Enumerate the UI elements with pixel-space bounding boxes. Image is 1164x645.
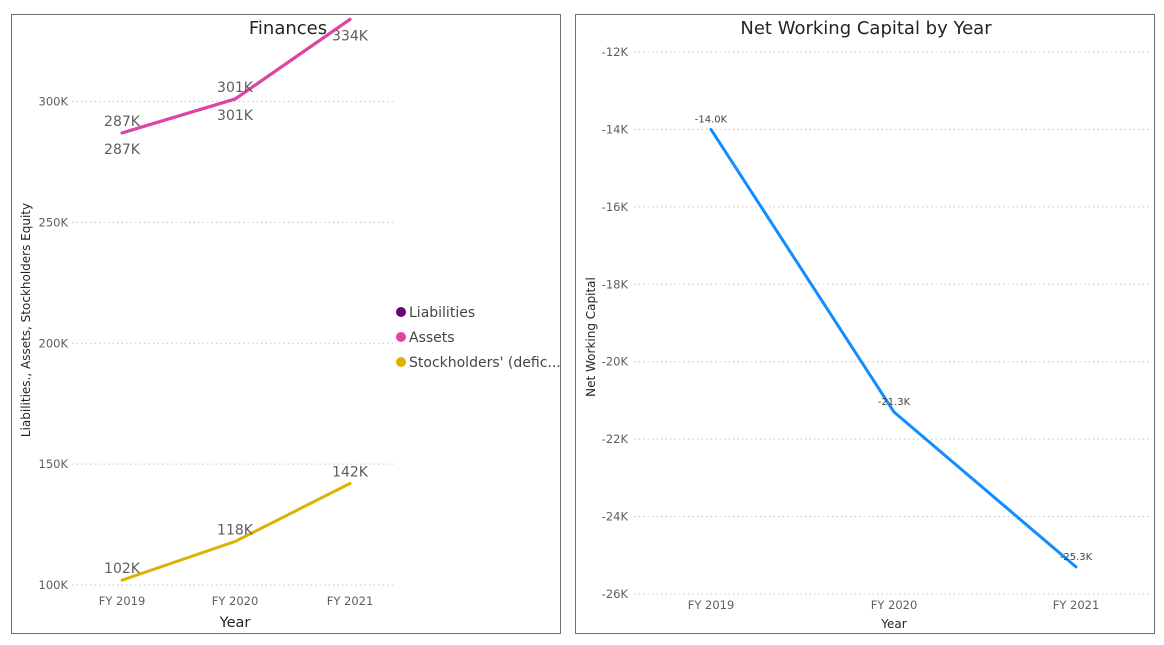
finances-series-line-1[interactable] [120, 17, 352, 135]
nwc-x-axis-title: Year [880, 617, 906, 631]
nwc-x-tick-label: FY 2021 [1053, 598, 1100, 612]
nwc-data-label: -21.3K [878, 397, 911, 408]
finances-x-tick-label: FY 2019 [99, 594, 146, 608]
nwc-y-tick-label: -16K [602, 200, 629, 214]
nwc-y-tick-label: -12K [602, 45, 629, 59]
finances-series-line-2[interactable] [120, 481, 352, 582]
legend-marker [396, 332, 406, 342]
finances-data-label: 301K [217, 108, 254, 124]
legend-marker [396, 307, 406, 317]
nwc-y-tick-label: -22K [602, 432, 629, 446]
finances-y-tick-label: 100K [39, 578, 69, 592]
nwc-x-tick-label: FY 2020 [871, 598, 918, 612]
finances-data-label: 287K [104, 114, 141, 130]
legend-item[interactable]: Liabilities [396, 305, 475, 321]
nwc-data-label: -14.0K [695, 114, 728, 125]
nwc-y-tick-label: -20K [602, 355, 629, 369]
finances-y-tick-label: 150K [39, 457, 69, 471]
finances-chart: Finances 100K 150K 200K 250K 300K FY 2019 FY 20… [19, 0, 561, 631]
finances-y-tick-label: 250K [39, 215, 69, 229]
finances-data-label: 287K [104, 142, 141, 158]
nwc-series-line-0[interactable] [709, 127, 1078, 569]
legend-label: Stockholders' (defic... [409, 355, 560, 371]
nwc-y-tick-label: -26K [602, 587, 629, 601]
finances-data-label: 142K [332, 464, 369, 480]
finances-data-label: 334K [332, 28, 369, 44]
nwc-y-axis-title: Net Working Capital [584, 277, 598, 397]
finances-y-tick-label: 300K [39, 95, 69, 109]
finances-data-label: 301K [217, 80, 254, 96]
legend-item[interactable]: Stockholders' (defic... [396, 355, 561, 371]
finances-title: Finances [249, 18, 327, 39]
finances-chart-panel[interactable]: Finances 100K 150K 200K 250K 300K FY 2019 FY 20… [11, 0, 561, 634]
finances-y-axis-title: Liabilities., Assets, Stockholders Equit… [19, 203, 33, 437]
nwc-y-tick-label: -18K [602, 277, 629, 291]
finances-data-label: 118K [217, 522, 254, 538]
nwc-x-tick-label: FY 2019 [688, 598, 735, 612]
legend-label: Liabilities [409, 305, 475, 321]
finances-data-label: 102K [104, 561, 141, 577]
finances-x-axis-title: Year [219, 615, 251, 631]
nwc-title: Net Working Capital by Year [740, 18, 992, 39]
legend-marker [396, 357, 406, 367]
net-working-capital-chart: Net Working Capital by Year -12K -14K -16K -… [584, 18, 1152, 631]
legend-label: Assets [409, 330, 455, 346]
nwc-y-tick-label: -24K [602, 510, 629, 524]
finances-data-label: 334K [332, 15, 369, 16]
nwc-data-label: -25.3K [1060, 552, 1093, 563]
finances-x-tick-label: FY 2021 [327, 594, 374, 608]
finances-y-tick-label: 200K [39, 336, 69, 350]
net-working-capital-chart-panel[interactable]: Net Working Capital by Year -12K -14K -16K -… [575, 14, 1155, 634]
legend-item[interactable]: Assets [396, 330, 455, 346]
finances-x-tick-label: FY 2020 [212, 594, 259, 608]
nwc-y-tick-label: -14K [602, 122, 629, 136]
